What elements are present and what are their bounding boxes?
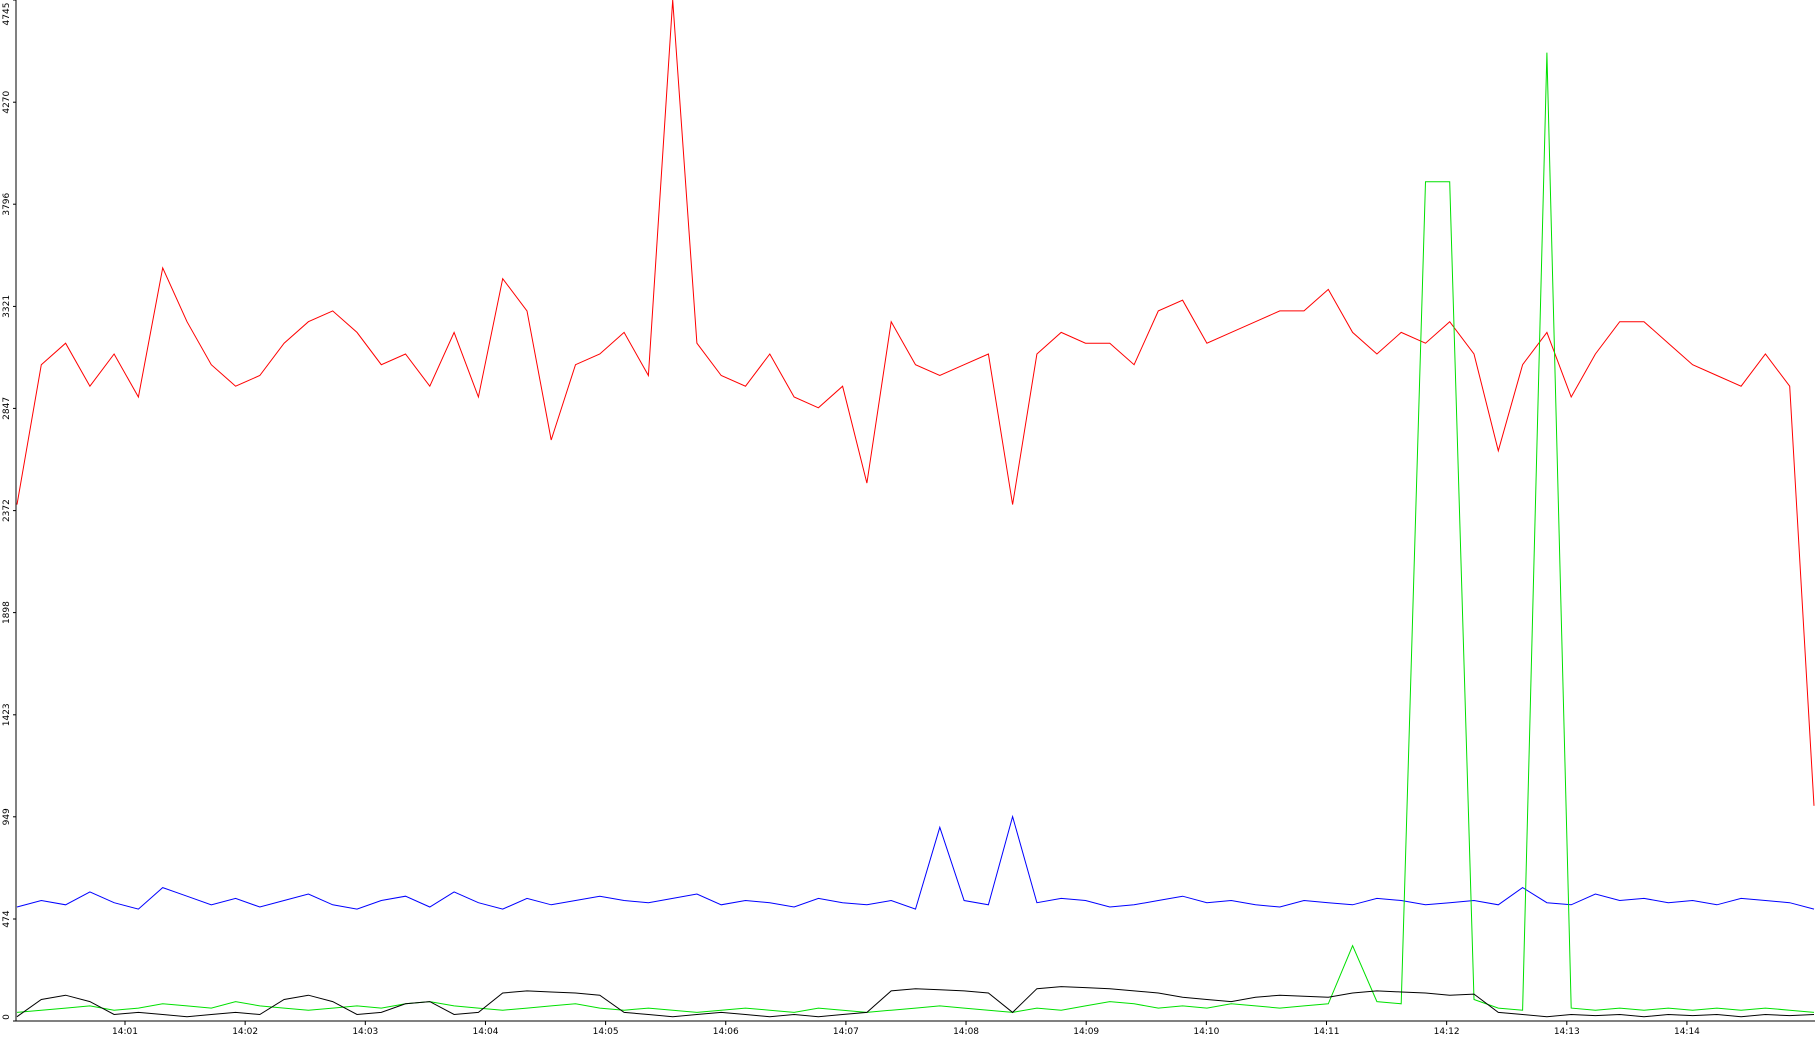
x-tick-label: 14:14	[1674, 1027, 1700, 1037]
x-tick-label: 14:03	[352, 1027, 378, 1037]
series-line	[16, 814, 1815, 910]
x-tick-label: 14:06	[713, 1027, 739, 1037]
y-tick-label: 1423	[2, 703, 12, 726]
x-tick-label: 14:04	[472, 1027, 498, 1037]
y-tick-label: 2847	[2, 397, 12, 420]
y-tick-label: 1898	[2, 601, 12, 624]
y-tick-label: 474	[2, 910, 12, 927]
series-line	[16, 52, 1815, 1013]
y-tick-label: 0	[2, 1014, 12, 1020]
x-tick-label: 14:13	[1554, 1027, 1580, 1037]
y-tick-label: 3321	[2, 295, 12, 318]
x-tick-label: 14:01	[112, 1027, 138, 1037]
y-tick-label: 4270	[2, 90, 12, 113]
x-tick-label: 14:02	[232, 1027, 258, 1037]
series-line	[16, 0, 1815, 806]
x-tick-label: 14:05	[593, 1027, 619, 1037]
x-tick-label: 14:12	[1434, 1027, 1460, 1037]
x-tick-label: 14:08	[953, 1027, 979, 1037]
x-tick-label: 14:09	[1073, 1027, 1099, 1037]
x-tick-label: 14:11	[1314, 1027, 1340, 1037]
y-tick-label: 3796	[2, 192, 12, 215]
series-line	[16, 986, 1815, 1018]
y-tick-label: 2372	[2, 499, 12, 522]
x-tick-label: 14:10	[1193, 1027, 1219, 1037]
y-tick-label: 949	[2, 808, 12, 825]
y-tick-label: 4745	[2, 3, 12, 26]
x-tick-label: 14:07	[833, 1027, 859, 1037]
